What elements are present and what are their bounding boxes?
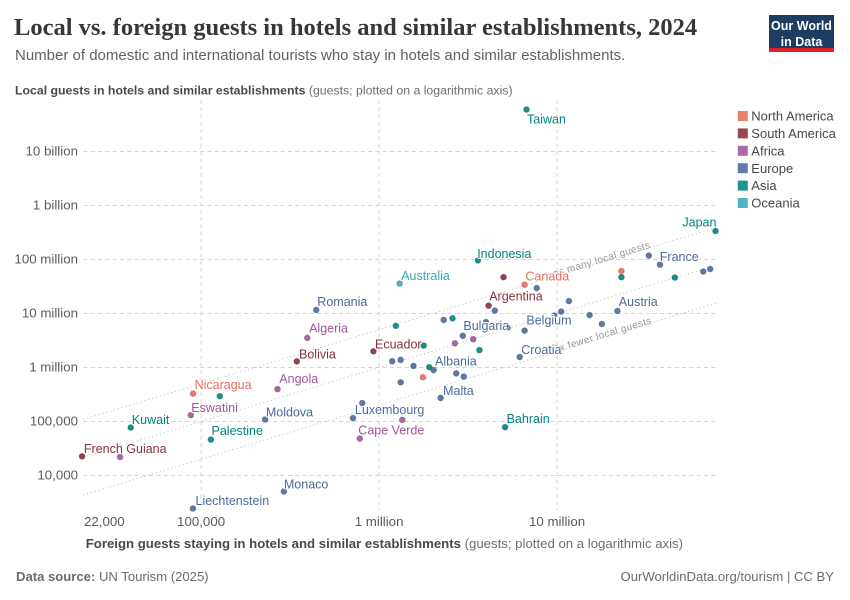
svg-text:Africa: Africa: [751, 143, 785, 158]
svg-text:South America: South America: [751, 126, 836, 141]
svg-text:Bulgaria: Bulgaria: [463, 319, 509, 333]
svg-text:10 million: 10 million: [22, 306, 78, 321]
svg-text:Oceania: Oceania: [751, 196, 800, 211]
svg-text:Australia: Australia: [401, 269, 450, 283]
svg-text:Eswatini: Eswatini: [191, 401, 238, 415]
svg-text:Austria: Austria: [619, 295, 658, 309]
svg-text:Malta: Malta: [443, 384, 474, 398]
svg-text:Albania: Albania: [435, 354, 477, 368]
svg-text:Bolivia: Bolivia: [299, 347, 336, 361]
svg-text:Croatia: Croatia: [521, 343, 561, 357]
svg-text:Angola: Angola: [279, 372, 318, 386]
svg-text:Cape Verde: Cape Verde: [358, 423, 424, 437]
svg-text:Europe: Europe: [751, 161, 793, 176]
svg-text:Palestine: Palestine: [212, 424, 263, 438]
svg-text:French Guiana: French Guiana: [84, 442, 167, 456]
svg-text:100,000: 100,000: [177, 514, 225, 529]
svg-text:Taiwan: Taiwan: [527, 112, 566, 126]
svg-text:Kuwait: Kuwait: [132, 413, 170, 427]
svg-text:›: ›: [507, 320, 511, 335]
svg-text:Monaco: Monaco: [284, 478, 329, 492]
svg-text:10 million: 10 million: [529, 514, 585, 529]
svg-text:Moldova: Moldova: [266, 406, 313, 420]
svg-text:Bahrain: Bahrain: [507, 412, 550, 426]
svg-text:1 million: 1 million: [29, 360, 78, 375]
svg-text:France: France: [660, 250, 699, 264]
svg-text:Foreign guests staying in hote: Foreign guests staying in hotels and sim…: [86, 536, 683, 551]
svg-text:Indonesia: Indonesia: [477, 247, 531, 261]
svg-text:1 million: 1 million: [355, 514, 404, 529]
svg-text:Local guests in hotels and sim: Local guests in hotels and similar estab…: [15, 84, 513, 98]
svg-text:Ecuador: Ecuador: [375, 338, 422, 352]
svg-text:10 billion: 10 billion: [26, 144, 79, 159]
svg-text:Argentina: Argentina: [489, 290, 543, 304]
svg-text:Nicaragua: Nicaragua: [195, 378, 252, 392]
svg-text:10,000: 10,000: [37, 468, 78, 483]
svg-text:22,000: 22,000: [84, 514, 125, 529]
svg-text:Canada: Canada: [525, 269, 569, 283]
svg-text:1 billion: 1 billion: [33, 198, 78, 213]
svg-text:100 million: 100 million: [14, 252, 78, 267]
svg-text:Luxembourg: Luxembourg: [355, 403, 425, 417]
svg-text:Japan: Japan: [682, 216, 716, 230]
svg-text:100,000: 100,000: [30, 414, 78, 429]
svg-text:Asia: Asia: [751, 178, 777, 193]
svg-text:Algeria: Algeria: [309, 322, 348, 336]
svg-text:Romania: Romania: [317, 295, 367, 309]
svg-text:Liechtenstein: Liechtenstein: [196, 494, 270, 508]
svg-text:Belgium: Belgium: [526, 314, 571, 328]
svg-text:North America: North America: [751, 109, 834, 124]
